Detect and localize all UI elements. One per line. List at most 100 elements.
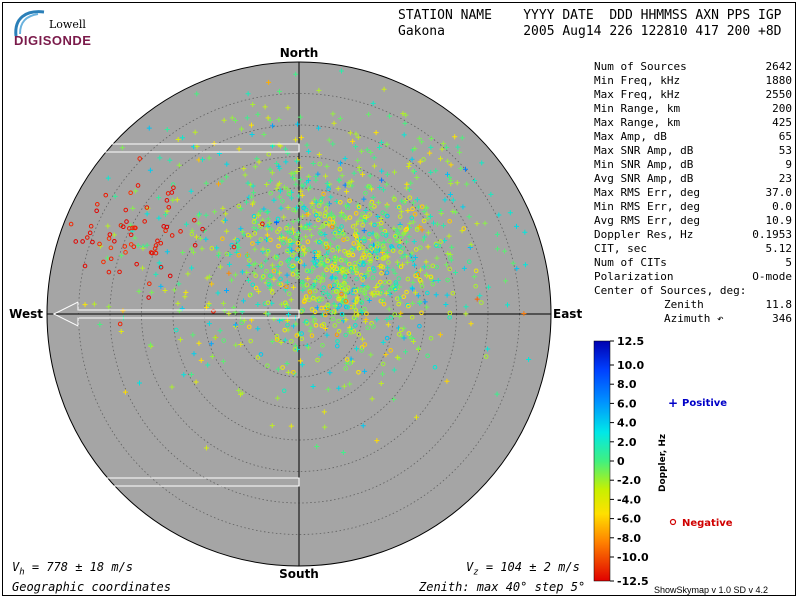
positive-source-point — [206, 321, 212, 327]
positive-source-point — [130, 205, 136, 211]
positive-source-point — [111, 232, 117, 238]
positive-source-point — [106, 304, 112, 310]
negative-source-point — [211, 308, 216, 314]
positive-source-point — [448, 162, 454, 168]
source-point — [266, 282, 271, 287]
source-point — [418, 245, 423, 251]
source-point — [429, 276, 434, 282]
source-point — [303, 294, 309, 299]
source-point — [290, 272, 296, 277]
positive-source-point — [407, 335, 413, 341]
stat-row: Num of CITs 5 — [594, 256, 792, 270]
positive-source-point — [318, 352, 324, 358]
source-point — [352, 260, 358, 266]
positive-source-point — [471, 274, 477, 280]
source-point — [294, 333, 300, 338]
positive-source-point — [158, 283, 164, 289]
positive-source-point — [324, 180, 330, 186]
positive-source-point — [419, 227, 425, 233]
positive-source-point — [409, 250, 415, 256]
source-point — [280, 198, 285, 204]
positive-source-point — [346, 329, 352, 335]
positive-source-point — [408, 180, 414, 186]
source-point — [414, 227, 420, 232]
positive-source-point — [176, 281, 182, 287]
stat-row: Max SNR Amp, dB 53 — [594, 144, 792, 158]
negative-source-point — [106, 269, 112, 275]
positive-source-point — [294, 168, 300, 174]
negative-source-point — [94, 201, 100, 207]
positive-source-point — [156, 260, 162, 266]
positive-source-point — [265, 115, 271, 121]
positive-source-point — [335, 186, 341, 192]
positive-source-point — [354, 221, 360, 227]
positive-source-point — [338, 160, 344, 166]
positive-source-point — [421, 208, 427, 214]
positive-source-point — [482, 220, 488, 226]
positive-source-point — [503, 278, 509, 284]
source-point — [397, 214, 403, 219]
positive-source-point — [144, 242, 150, 248]
positive-source-point — [392, 169, 398, 175]
source-point — [173, 327, 179, 333]
positive-source-point — [485, 346, 491, 352]
positive-source-point — [327, 181, 333, 187]
positive-source-point — [132, 235, 138, 241]
center-azimuth-label: Azimuth ↶ — [664, 312, 724, 325]
positive-source-point — [190, 332, 196, 338]
positive-source-point — [402, 252, 408, 258]
source-point — [338, 200, 343, 205]
source-point — [321, 285, 327, 291]
source-point — [447, 315, 452, 320]
source-point — [330, 247, 335, 253]
source-point — [404, 289, 409, 295]
source-point — [398, 234, 404, 240]
positive-source-point — [290, 170, 296, 176]
coordinate-system: Geographic coordinates — [12, 580, 171, 594]
positive-source-point — [417, 159, 423, 165]
positive-source-point — [241, 317, 247, 323]
positive-source-point — [204, 304, 210, 310]
negative-source-point — [124, 219, 129, 224]
source-point — [258, 237, 264, 242]
positive-source-point — [373, 285, 379, 291]
positive-source-point — [406, 161, 412, 167]
positive-source-point — [276, 116, 282, 122]
positive-source-point — [164, 208, 170, 214]
colorbar-tick-label: -8.0 — [617, 532, 641, 545]
source-point — [394, 238, 400, 244]
positive-source-point — [222, 217, 228, 223]
source-point — [332, 282, 337, 288]
positive-source-point — [245, 91, 251, 97]
source-point — [353, 323, 358, 328]
source-point — [286, 291, 292, 297]
colorbar-tick-label: 12.5 — [617, 335, 644, 348]
source-point — [350, 224, 356, 229]
negative-source-point — [117, 321, 123, 327]
positive-source-point — [275, 182, 281, 188]
source-point — [342, 284, 348, 289]
source-point — [289, 253, 295, 258]
negative-source-point — [80, 239, 85, 244]
source-point — [251, 219, 257, 225]
positive-source-point — [177, 337, 183, 343]
positive-source-point — [336, 385, 342, 391]
positive-source-point — [251, 225, 257, 231]
positive-source-point — [274, 186, 280, 192]
positive-source-point — [425, 215, 431, 221]
stat-value: 1880 — [765, 74, 793, 87]
source-point — [315, 357, 320, 363]
positive-source-point — [415, 293, 421, 299]
stat-label: Min Range, km — [594, 102, 681, 115]
positive-source-point — [374, 438, 380, 444]
positive-source-point — [163, 212, 169, 218]
positive-source-point — [149, 289, 155, 295]
source-point — [236, 252, 242, 258]
positive-source-point — [367, 173, 373, 179]
source-point — [398, 249, 403, 255]
positive-source-point — [298, 135, 304, 141]
stat-row: Polarization O-mode — [594, 270, 792, 284]
source-point — [365, 272, 370, 278]
source-point — [360, 245, 365, 250]
positive-source-point — [494, 391, 500, 397]
